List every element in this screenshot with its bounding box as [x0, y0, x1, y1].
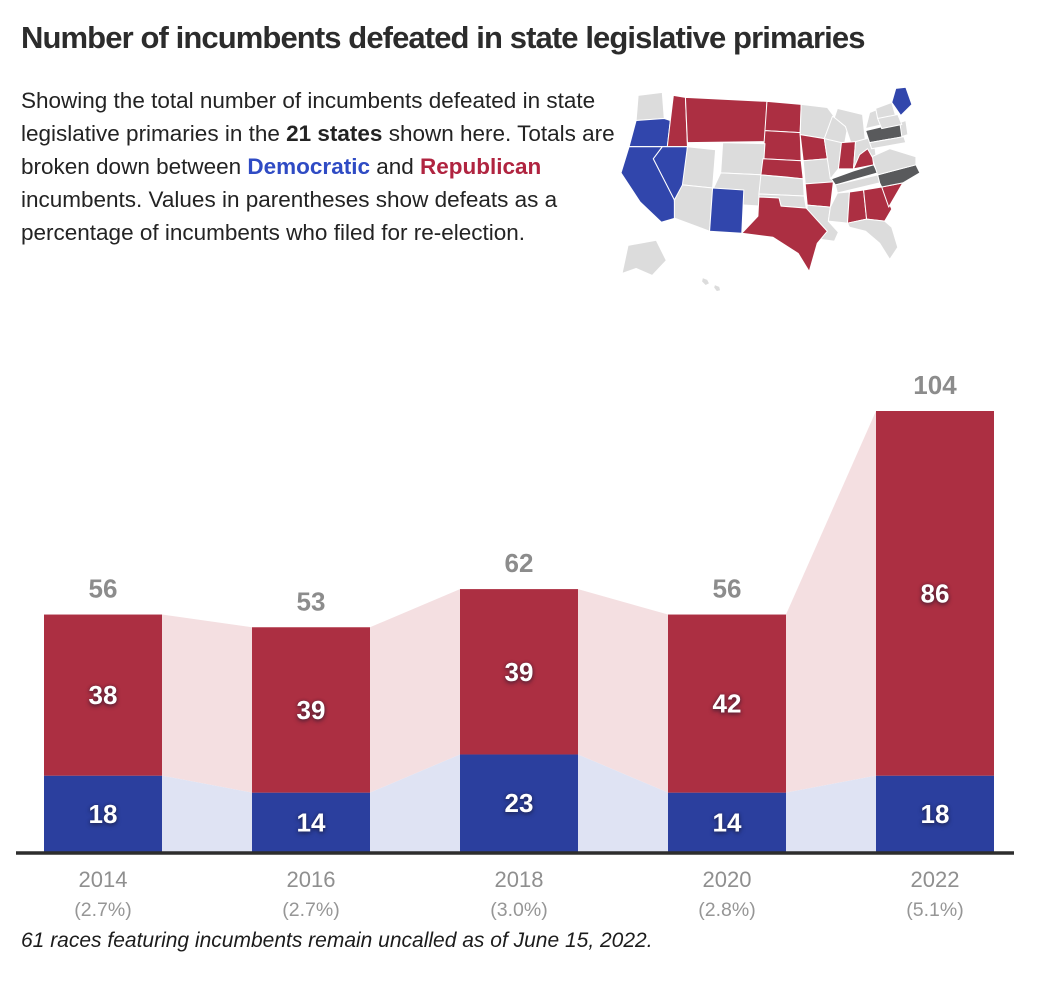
total-label-2022: 104 — [913, 370, 957, 400]
state-WY — [720, 142, 766, 176]
x-axis-pct-2020: (2.8%) — [698, 899, 755, 921]
bar-democratic-2018 — [460, 754, 578, 852]
state-MT — [684, 96, 768, 144]
bar-democratic-2016 — [252, 792, 370, 852]
us-states-map — [618, 84, 930, 306]
state-VA — [871, 148, 917, 176]
republican-value-2022: 86 — [921, 578, 950, 608]
bar-republican-2018 — [460, 589, 578, 755]
bar-republican-2014 — [44, 614, 162, 776]
footnote: 61 races featuring incumbents remain unc… — [21, 929, 653, 952]
state-KS — [758, 174, 805, 197]
x-axis-year-2018: 2018 — [495, 867, 544, 892]
republican-value-2018: 39 — [505, 657, 534, 687]
bar-republican-2016 — [252, 627, 370, 793]
x-axis-pct-2022: (5.1%) — [906, 899, 963, 921]
intro-seg1: Showing the total number of incumbents d… — [21, 88, 596, 146]
state-UT — [681, 146, 717, 189]
republican-value-2020: 42 — [713, 689, 742, 719]
state-ME — [891, 86, 913, 116]
state-IL — [823, 138, 842, 180]
dem-word: Democratic — [247, 154, 370, 179]
intro-paragraph: Showing the total number of incumbents d… — [21, 84, 629, 249]
republican-value-2014: 38 — [89, 680, 118, 710]
total-label-2014: 56 — [89, 574, 118, 604]
state-IA — [799, 134, 828, 162]
intro-seg3: and — [369, 154, 421, 179]
state-ID — [666, 94, 688, 148]
intro-seg4: incumbents. Values in parentheses show d… — [21, 187, 558, 245]
x-axis-pct-2014: (2.7%) — [74, 899, 131, 921]
intro-seg2: shown here. Totals are broken down betwe… — [21, 121, 615, 179]
democratic-value-2018: 23 — [505, 788, 534, 818]
us-map-svg — [620, 86, 921, 293]
bar-democratic-2022 — [876, 775, 994, 852]
x-axis-year-2016: 2016 — [287, 867, 336, 892]
flow-band-democratic-2014 — [162, 775, 252, 852]
democratic-value-2022: 18 — [921, 799, 950, 829]
x-axis-year-2022: 2022 — [911, 867, 960, 892]
state-WV — [853, 148, 875, 170]
flow-band-democratic-2016 — [370, 754, 460, 852]
state-OR — [628, 118, 671, 148]
x-axis-pct-2018: (3.0%) — [490, 899, 547, 921]
state-AK — [621, 239, 667, 277]
state-ND — [764, 100, 802, 134]
democratic-value-2020: 14 — [713, 807, 742, 837]
state-AZ — [673, 184, 714, 232]
x-axis-year-2020: 2020 — [703, 867, 752, 892]
state-WA — [635, 91, 665, 122]
x-axis-year-2014: 2014 — [79, 867, 128, 892]
bar-democratic-2020 — [668, 792, 786, 852]
state-MA-CT-RI — [877, 113, 903, 130]
democratic-value-2016: 14 — [297, 807, 326, 837]
x-axis-pct-2016: (2.7%) — [282, 899, 339, 921]
bar-republican-2022 — [876, 411, 994, 776]
democratic-value-2014: 18 — [89, 799, 118, 829]
state-IN — [837, 141, 857, 170]
state-SD — [762, 130, 802, 162]
bar-democratic-2014 — [44, 775, 162, 852]
total-label-2018: 62 — [505, 548, 534, 578]
state-MS — [827, 191, 850, 224]
state-AR — [804, 181, 834, 208]
total-label-2020: 56 — [713, 574, 742, 604]
flow-band-republican-2018 — [578, 589, 668, 793]
total-label-2016: 53 — [297, 586, 326, 616]
flow-band-republican-2016 — [370, 589, 460, 793]
state-NM — [709, 187, 745, 234]
bar-republican-2020 — [668, 614, 786, 793]
rep-word: Republican — [420, 154, 542, 179]
republican-value-2016: 39 — [297, 695, 326, 725]
page-title: Number of incumbents defeated in state l… — [21, 20, 865, 55]
intro-bold-states: 21 states — [286, 121, 383, 146]
flow-band-democratic-2020 — [786, 775, 876, 852]
state-HI — [701, 277, 722, 293]
flow-band-republican-2014 — [162, 614, 252, 793]
state-FL — [846, 218, 899, 260]
state-MD — [869, 136, 907, 150]
state-TX — [741, 196, 828, 272]
flow-band-republican-2020 — [786, 411, 876, 793]
flow-band-democratic-2018 — [578, 754, 668, 852]
